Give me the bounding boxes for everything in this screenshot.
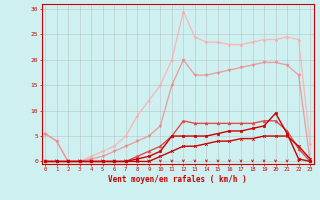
X-axis label: Vent moyen/en rafales ( km/h ): Vent moyen/en rafales ( km/h )	[108, 175, 247, 184]
